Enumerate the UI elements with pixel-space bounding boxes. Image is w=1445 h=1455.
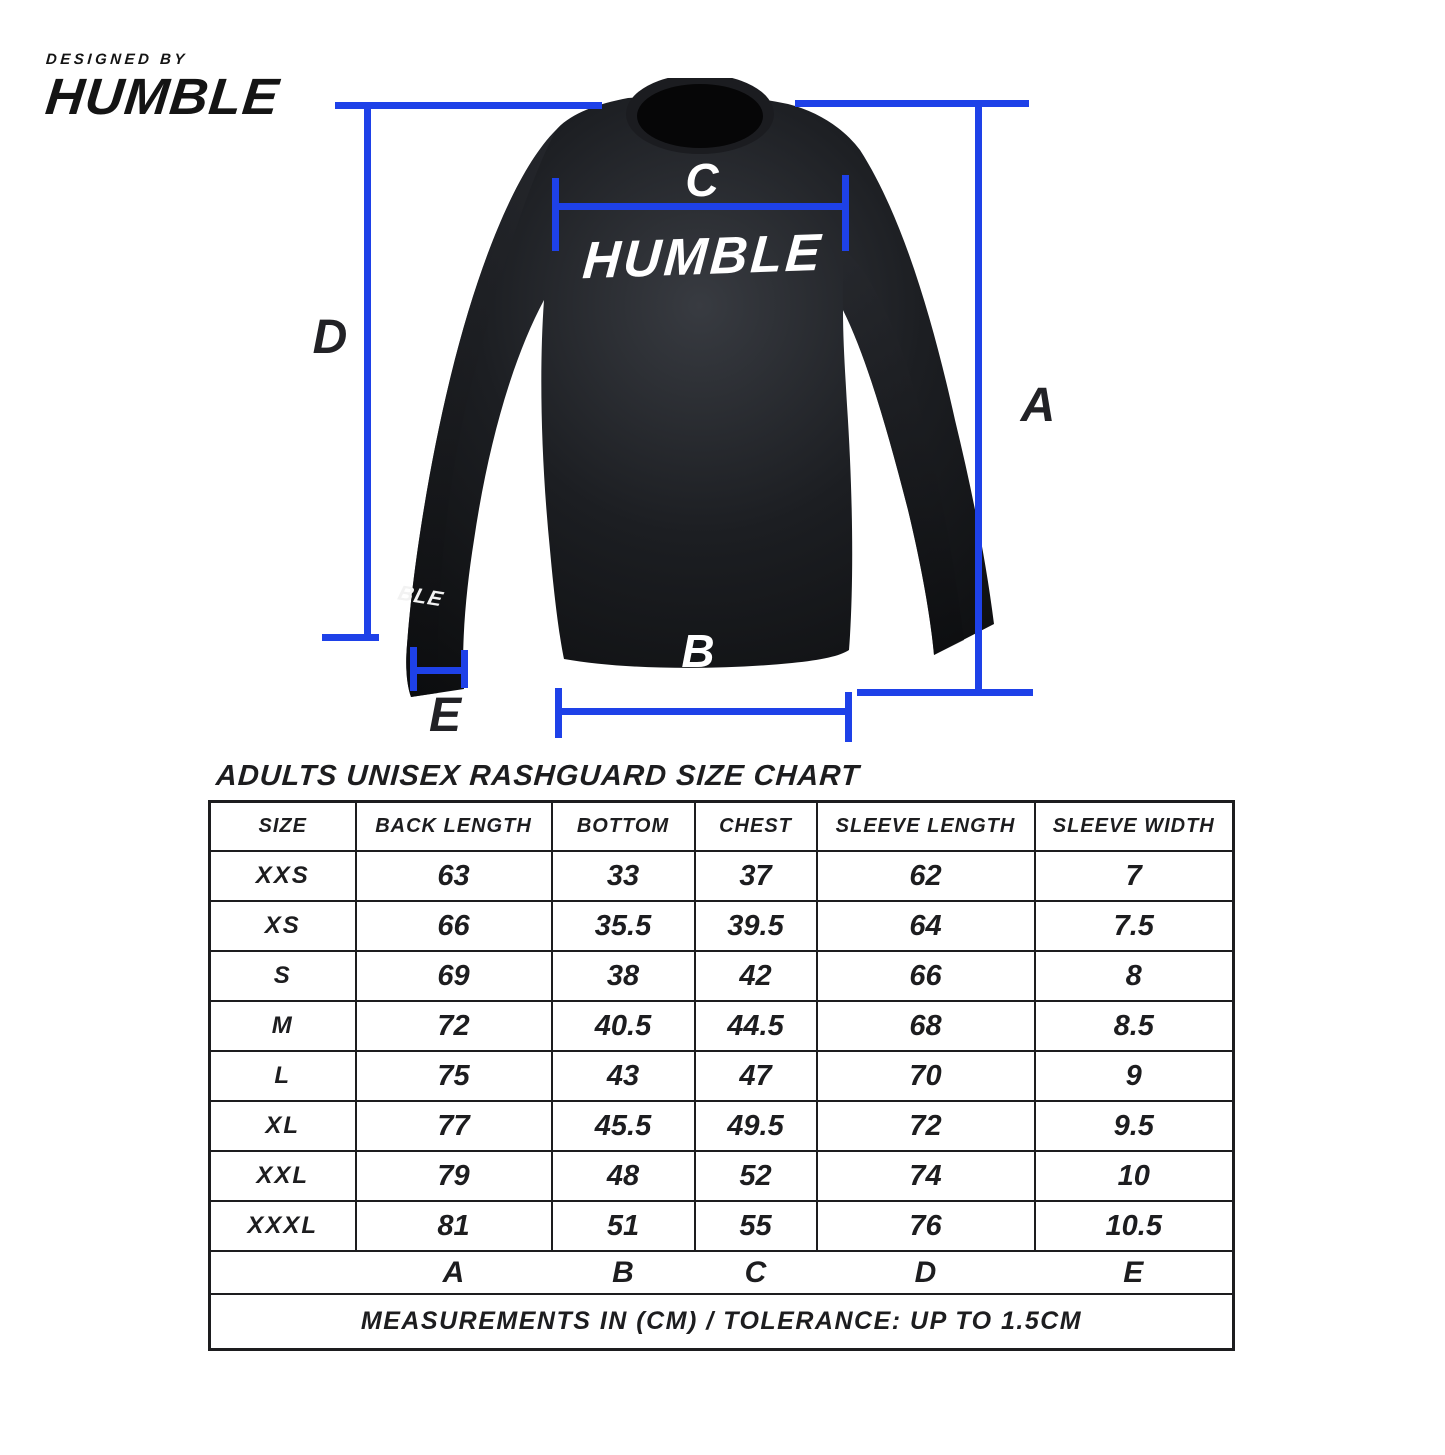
value-cell: 68 <box>815 1000 1036 1052</box>
measure-label-c: C <box>685 154 719 206</box>
value-cell: 79 <box>354 1150 553 1202</box>
table-row-xxl: XXL 79 48 52 74 10 <box>208 1150 1235 1202</box>
size-cell: M <box>208 1000 357 1052</box>
value-cell: 33 <box>550 850 696 902</box>
tolerance-note: MEASUREMENTS IN (CM) / TOLERANCE: UP TO … <box>209 1293 1234 1351</box>
size-cell: XS <box>208 900 357 952</box>
value-cell: 8.5 <box>1033 1000 1235 1052</box>
value-cell: 81 <box>354 1200 553 1252</box>
value-cell: 37 <box>693 850 818 902</box>
measure-letter-row: A B C D E <box>209 1250 1234 1295</box>
letter-cell-e: E <box>1034 1250 1234 1295</box>
value-cell: 35.5 <box>550 900 696 952</box>
shoulder-top-left-line <box>335 102 602 109</box>
value-cell: 55 <box>693 1200 818 1252</box>
value-cell: 66 <box>354 900 553 952</box>
size-cell: XXXL <box>208 1200 357 1252</box>
measure-label-d: D <box>312 311 348 364</box>
value-cell: 42 <box>693 950 818 1002</box>
value-cell: 63 <box>354 850 553 902</box>
shirt-right-sleeve-shade <box>843 250 964 655</box>
value-cell: 77 <box>354 1100 553 1152</box>
measure-b-left-tick <box>555 688 562 738</box>
measure-label-b: B <box>681 625 715 677</box>
value-cell: 70 <box>815 1050 1036 1102</box>
value-cell: 51 <box>550 1200 696 1252</box>
value-cell: 45.5 <box>550 1100 696 1152</box>
measurement-diagram: HUMBLE BLE D A E C B <box>312 78 1056 742</box>
value-cell: 62 <box>815 850 1036 902</box>
value-cell: 74 <box>815 1150 1036 1202</box>
value-cell: 7 <box>1033 850 1235 902</box>
header-row: SIZE BACK LENGTH BOTTOM CHEST SLEEVE LEN… <box>208 800 1235 852</box>
value-cell: 69 <box>354 950 553 1002</box>
value-cell: 43 <box>550 1050 696 1102</box>
table-row-xxs: XXS 63 33 37 62 7 <box>208 850 1235 902</box>
measure-line-b-horizontal <box>555 708 852 715</box>
letter-cell-a: A <box>355 1250 552 1295</box>
letter-cell-c: C <box>694 1250 817 1295</box>
shirt-left-sleeve-shade <box>406 130 556 697</box>
column-header-size: SIZE <box>208 800 357 852</box>
measure-line-a-end-tick <box>857 689 1033 696</box>
value-cell: 49.5 <box>693 1100 818 1152</box>
table-row-m: M 72 40.5 44.5 68 8.5 <box>208 1000 1235 1052</box>
measure-line-d-end-tick <box>322 634 379 641</box>
value-cell: 72 <box>354 1000 553 1052</box>
measure-c-right-tick <box>842 175 849 251</box>
value-cell: 66 <box>815 950 1036 1002</box>
size-chart-table: SIZE BACK LENGTH BOTTOM CHEST SLEEVE LEN… <box>208 800 1235 1351</box>
value-cell: 8 <box>1033 950 1235 1002</box>
letter-cell-d: D <box>816 1250 1035 1295</box>
letter-cell-empty <box>209 1250 356 1295</box>
column-header-sleeve-width: SLEEVE WIDTH <box>1033 800 1235 852</box>
table-row-s: S 69 38 42 66 8 <box>208 950 1235 1002</box>
measure-line-c-horizontal <box>552 203 849 210</box>
size-chart-title: ADULTS UNISEX RASHGUARD SIZE CHART <box>214 760 861 792</box>
measure-e-connector <box>410 667 468 674</box>
value-cell: 64 <box>815 900 1036 952</box>
value-cell: 39.5 <box>693 900 818 952</box>
table-row-xs: XS 66 35.5 39.5 64 7.5 <box>208 900 1235 952</box>
measure-line-a-vertical <box>975 100 982 692</box>
table-row-xl: XL 77 45.5 49.5 72 9.5 <box>208 1100 1235 1152</box>
size-cell: XXL <box>208 1150 357 1202</box>
measure-c-left-tick <box>552 178 559 251</box>
size-cell: XXS <box>208 850 357 902</box>
chest-logo-print: HUMBLE <box>580 223 826 291</box>
value-cell: 9 <box>1033 1050 1235 1102</box>
size-cell: S <box>208 950 357 1002</box>
measure-label-e: E <box>428 689 462 742</box>
column-header-bottom: BOTTOM <box>550 800 696 852</box>
column-header-sleeve-length: SLEEVE LENGTH <box>815 800 1036 852</box>
measure-b-right-tick <box>845 692 852 742</box>
value-cell: 10.5 <box>1033 1200 1235 1252</box>
value-cell: 10 <box>1033 1150 1235 1202</box>
value-cell: 44.5 <box>693 1000 818 1052</box>
table-row-l: L 75 43 47 70 9 <box>208 1050 1235 1102</box>
size-cell: L <box>208 1050 357 1102</box>
measure-line-d-vertical <box>364 102 371 639</box>
table-row-xxxl: XXXL 81 51 55 76 10.5 <box>208 1200 1235 1252</box>
value-cell: 47 <box>693 1050 818 1102</box>
column-header-chest: CHEST <box>693 800 818 852</box>
value-cell: 75 <box>354 1050 553 1102</box>
value-cell: 7.5 <box>1033 900 1235 952</box>
value-cell: 48 <box>550 1150 696 1202</box>
value-cell: 9.5 <box>1033 1100 1235 1152</box>
neck-opening <box>637 84 763 148</box>
value-cell: 38 <box>550 950 696 1002</box>
table-footer-row: MEASUREMENTS IN (CM) / TOLERANCE: UP TO … <box>209 1293 1234 1351</box>
size-cell: XL <box>208 1100 357 1152</box>
letter-cell-b: B <box>551 1250 695 1295</box>
value-cell: 76 <box>815 1200 1036 1252</box>
value-cell: 72 <box>815 1100 1036 1152</box>
value-cell: 52 <box>693 1150 818 1202</box>
shoulder-top-right-line <box>795 100 1029 107</box>
value-cell: 40.5 <box>550 1000 696 1052</box>
measure-label-a: A <box>1020 379 1056 432</box>
column-header-back-length: BACK LENGTH <box>354 800 553 852</box>
